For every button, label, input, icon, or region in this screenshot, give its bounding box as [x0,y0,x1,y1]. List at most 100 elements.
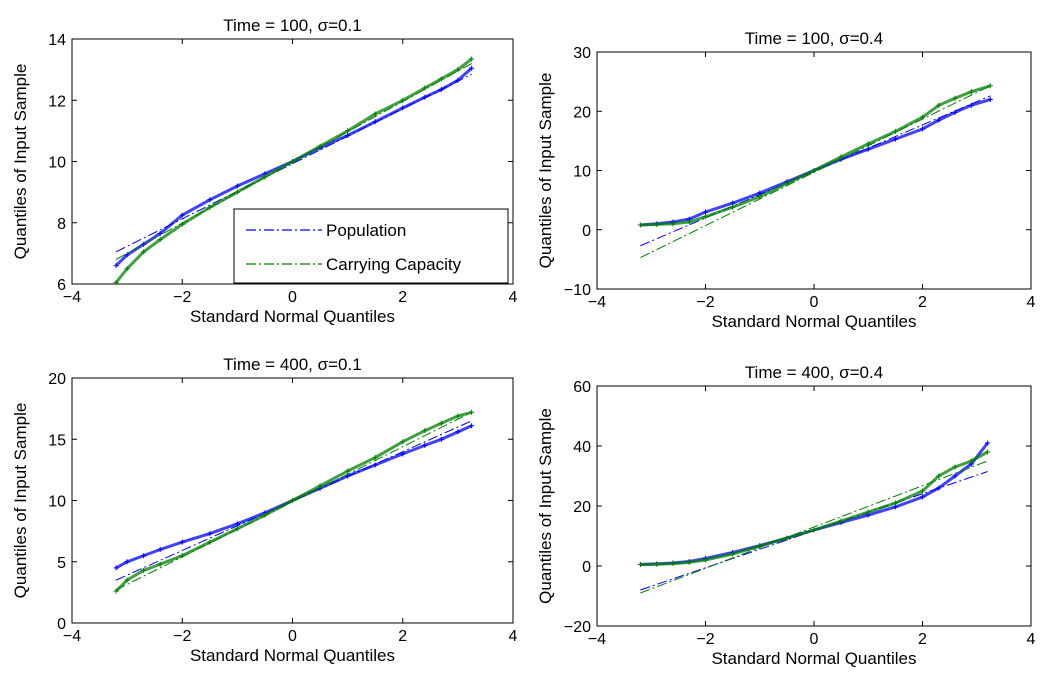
carrying-capacity-point [670,221,676,227]
carrying-capacity-point [920,114,925,120]
carrying-capacity-point [157,561,163,567]
x-tick-label: 0 [288,628,297,645]
carrying-capacity-point [372,111,378,117]
panel-title: Time = 400, σ=0.1 [223,355,361,374]
qq-panel-2: Time = 100, σ=0.4 −4 −2 0 2 4 −10 0 10 20 30 Standa… [536,29,1036,331]
population-point [952,109,958,115]
population-point [345,132,351,138]
population-point [422,94,428,100]
population-point [113,263,119,269]
carrying-capacity-point [985,449,991,455]
panel-title: Time = 100, σ=0.4 [745,29,883,48]
carrying-capacity-point [952,95,958,101]
carrying-capacity-point [455,413,461,419]
population-point [455,77,461,83]
population-point [985,440,991,446]
carrying-capacity-point [469,409,475,415]
carrying-capacity-point [703,214,708,220]
x-tick-label: 2 [918,631,927,648]
carrying-capacity-point [345,128,351,134]
x-tick-label: 4 [509,289,518,306]
x-tick-label: −4 [63,628,81,645]
population-point [469,423,475,429]
x-tick-label: 2 [918,294,927,311]
y-tick-label: 15 [48,432,66,449]
y-tick-label: 20 [573,499,591,516]
carrying-capacity-point [952,464,958,470]
x-tick-label: −2 [696,294,714,311]
carrying-capacity-point [422,428,428,434]
population-point [141,553,147,559]
y-tick-label: 30 [573,45,591,62]
y-axis-label: Quantiles of Input Sample [536,73,555,269]
carrying-capacity-point [317,483,323,489]
carrying-capacity-point [124,577,130,583]
carrying-capacity-point [422,85,428,91]
population-point [372,119,378,125]
x-tick-label: −2 [696,631,714,648]
carrying-capacity-point [654,561,660,567]
carrying-capacity-point [811,527,817,533]
carrying-capacity-point [455,67,461,73]
y-tick-label: 14 [48,32,66,49]
carrying-capacity-point [686,559,692,565]
qq-panel-4: Time = 400, σ=0.4−4 −2 0 2 4−200204060Standa… [536,363,1036,668]
carrying-capacity-point [113,588,119,594]
x-axis-label: Standard Normal Quantiles [711,649,916,668]
population-point [179,212,185,218]
population-point [422,442,428,448]
carrying-capacity-point [290,159,295,164]
population-point [455,429,461,435]
y-tick-label: 20 [573,104,591,121]
y-tick-label: 12 [48,93,66,110]
carrying-capacity-point [234,189,240,195]
y-tick-label: 60 [573,379,591,396]
x-tick-label: 0 [288,289,297,306]
population-point [207,531,213,537]
carrying-capacity-point [730,551,736,557]
x-tick-label: −4 [588,294,606,311]
x-axis-label: Standard Normal Quantiles [190,646,395,665]
carrying-capacity-point [400,439,406,445]
y-tick-label: 0 [582,559,591,576]
population-point [113,565,119,571]
carrying-capacity-point [345,468,351,474]
carrying-capacity-point [892,128,898,134]
population-point [234,183,240,189]
carrying-capacity-point [637,222,643,228]
population-point [968,102,974,108]
y-tick-label: 40 [573,439,591,456]
population-point [157,547,163,552]
carrying-capacity-point [757,194,763,200]
x-tick-label: 4 [509,628,518,645]
carrying-capacity-quantile-curve [640,84,991,227]
carrying-capacity-point [838,518,844,524]
carrying-capacity-point [730,204,736,210]
population-point [179,539,185,545]
population-point [234,521,240,527]
population-point [438,436,444,442]
population-point [400,105,406,111]
y-tick-label: 5 [57,555,66,572]
carrying-capacity-point [757,543,763,549]
carrying-capacity-point [936,473,942,479]
carrying-capacity-point [865,509,871,515]
population-point [703,209,708,215]
population-point [952,473,958,479]
legend-box [233,208,509,284]
x-tick-label: 0 [810,631,819,648]
y-tick-label: −20 [564,619,591,636]
y-tick-label: 6 [57,277,66,294]
population-point [936,117,942,123]
carrying-capacity-point [784,535,790,541]
legend-carrying-capacity-label: Carrying Capacity [326,255,462,274]
carrying-capacity-reference-line [640,85,991,259]
carrying-capacity-point [157,237,163,243]
carrying-capacity-point [141,567,147,573]
population-point [207,197,213,203]
x-tick-label: −4 [588,631,606,648]
population-point [400,451,406,457]
carrying-capacity-point [838,154,844,160]
population-point [124,252,130,258]
